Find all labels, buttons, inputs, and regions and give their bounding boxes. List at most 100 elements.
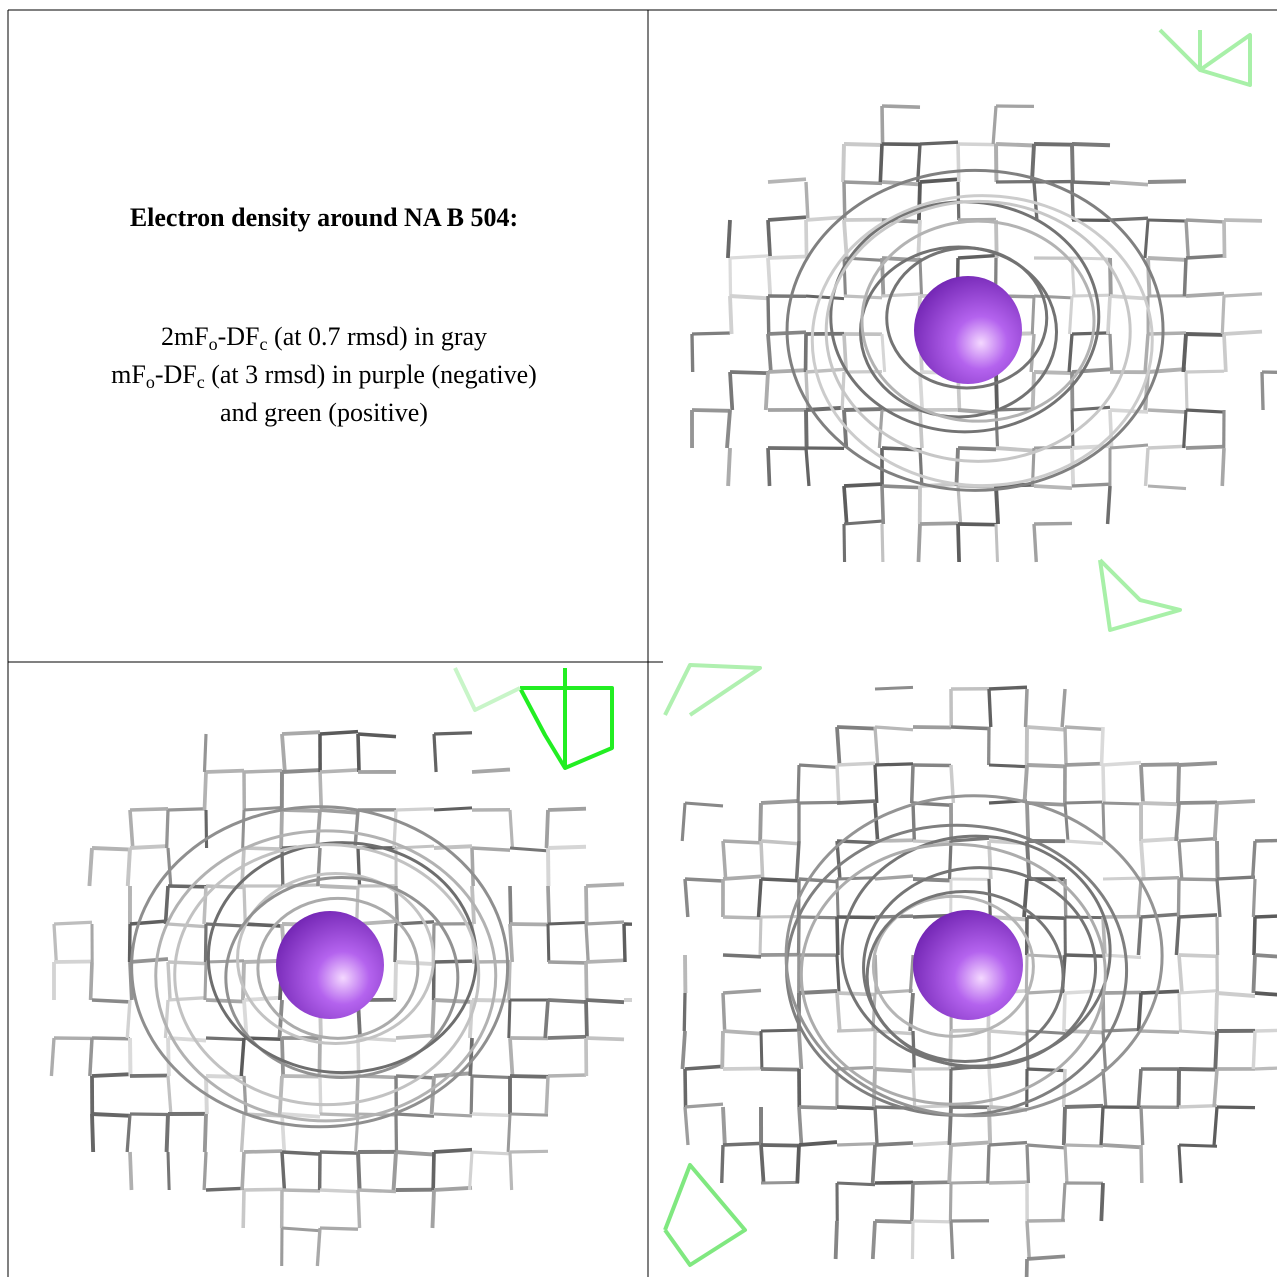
mesh-line	[950, 836, 990, 843]
frame	[7, 9, 1277, 1277]
mesh-line	[842, 523, 847, 563]
mesh-line	[1102, 1143, 1142, 1150]
mesh-line	[1212, 1068, 1219, 1108]
mesh-line	[1033, 294, 1073, 300]
mesh-line	[836, 799, 876, 805]
mesh-line	[873, 802, 880, 842]
mesh-line	[1064, 839, 1104, 846]
mesh-line	[1177, 840, 1184, 880]
mesh-line	[684, 877, 724, 883]
mesh-line	[881, 484, 921, 490]
mesh-line	[506, 1113, 512, 1153]
mesh-line	[1177, 992, 1183, 1032]
mesh-line	[129, 1112, 169, 1117]
mesh-line	[509, 1149, 549, 1154]
mesh-line	[663, 1163, 747, 1267]
sodium-sphere	[913, 910, 1023, 1020]
mesh-line	[947, 840, 953, 880]
mesh-line	[1102, 1027, 1142, 1033]
mesh-line	[236, 871, 436, 1045]
mesh-line	[319, 884, 359, 890]
mesh-line	[766, 219, 773, 259]
mesh-line	[835, 878, 840, 918]
mesh-line	[1030, 295, 1036, 335]
mesh-line	[1185, 408, 1225, 414]
mesh-line	[874, 1067, 914, 1074]
mesh-line	[91, 998, 131, 1004]
mesh-line	[1140, 912, 1180, 919]
mesh-line	[125, 847, 132, 887]
legend-text: -DF	[217, 322, 260, 351]
mesh-line	[202, 733, 208, 773]
mesh-line	[1025, 802, 1031, 842]
mesh-line	[547, 1034, 587, 1040]
legend-text: -DF	[154, 360, 197, 389]
mesh-line	[205, 998, 245, 1004]
mesh-line	[1185, 218, 1225, 224]
mesh-line	[766, 447, 772, 487]
mesh-line	[1033, 521, 1073, 526]
mesh-line	[281, 730, 321, 736]
mesh-line	[766, 295, 771, 335]
mesh-line	[785, 168, 1165, 492]
mesh-line	[684, 1064, 724, 1071]
mesh-line	[873, 764, 879, 804]
mesh-line	[835, 726, 842, 766]
mesh-line	[683, 1106, 690, 1146]
mesh-line	[798, 763, 838, 769]
mesh-line	[1064, 988, 1104, 995]
mesh-line	[1177, 1144, 1183, 1184]
mesh-line	[395, 960, 435, 967]
mesh-line	[1026, 989, 1066, 995]
mesh-line	[1099, 1106, 1105, 1146]
mesh-line	[805, 367, 845, 374]
mesh-line	[1063, 802, 1070, 842]
legend-text: c	[259, 334, 268, 354]
mesh-line	[874, 988, 914, 995]
mesh-line	[1147, 256, 1187, 262]
mesh-line	[395, 1112, 435, 1118]
mesh-line	[874, 1180, 914, 1185]
mesh-line	[948, 1182, 953, 1222]
mesh-line	[165, 809, 170, 849]
mesh-line	[995, 407, 1035, 412]
mesh-line	[281, 1112, 321, 1119]
mesh-line	[547, 1073, 587, 1078]
mesh-line	[874, 1141, 914, 1147]
mesh-line	[356, 1189, 362, 1229]
mesh-line	[646, 917, 647, 955]
mesh-line	[1032, 181, 1039, 221]
mesh-line	[203, 961, 208, 1001]
mesh-line	[91, 1036, 131, 1041]
mesh-line	[881, 104, 921, 110]
mesh-line	[584, 885, 589, 925]
mesh-line	[543, 999, 550, 1039]
mesh-line	[1139, 764, 1145, 804]
mesh-line	[760, 839, 800, 846]
mesh-line	[129, 806, 169, 812]
mesh-line	[1184, 219, 1190, 259]
mesh-line	[1143, 447, 1150, 487]
mesh-line	[91, 1112, 131, 1118]
mesh-line	[836, 1142, 876, 1147]
mesh-line	[585, 1036, 625, 1042]
mesh-line	[722, 874, 762, 881]
mesh-line	[319, 1226, 359, 1231]
mesh-line	[1106, 295, 1112, 335]
mesh-line	[1185, 444, 1225, 450]
mesh-line	[797, 1030, 804, 1070]
mesh-line	[471, 1112, 511, 1118]
mesh-line	[759, 1144, 766, 1184]
mesh-line	[1136, 916, 1143, 956]
mesh-line	[836, 876, 876, 881]
mesh-line	[319, 1112, 359, 1118]
mesh-line	[1062, 992, 1067, 1032]
mesh-line	[1178, 836, 1218, 843]
mesh-line	[1212, 802, 1219, 842]
mesh-line	[242, 999, 249, 1039]
mesh-line	[948, 1068, 953, 1108]
mesh-line	[166, 1075, 173, 1115]
mesh-line	[843, 142, 883, 147]
mesh-line	[767, 177, 807, 184]
mesh-line	[1178, 1103, 1218, 1109]
